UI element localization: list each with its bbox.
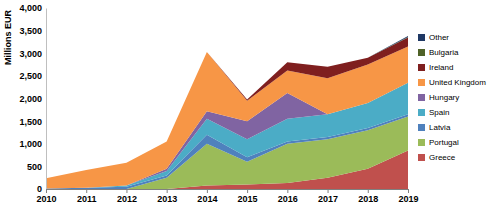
y-tick: 500	[27, 162, 46, 172]
y-axis-title: Millions EUR	[3, 10, 13, 66]
y-tick: 0	[37, 184, 46, 194]
x-tick-mark	[247, 189, 248, 193]
legend-swatch	[418, 64, 425, 71]
x-tick-mark	[207, 189, 208, 193]
legend-label: Latvia	[429, 123, 451, 132]
y-tick-label: 1,500	[19, 117, 42, 127]
legend-swatch	[418, 109, 425, 116]
x-axis: 2010 2011 2012 2013 2014 2015 2016 2017 2018 2019	[36, 189, 418, 204]
x-tick-label: 2019	[398, 194, 418, 204]
legend-swatch	[418, 139, 425, 146]
x-tick: 2011	[77, 189, 97, 204]
y-tick-label: 3,500	[19, 26, 42, 36]
legend-item: Ireland	[418, 63, 453, 72]
legend-item: Greece	[418, 153, 456, 162]
legend-label: Ireland	[429, 63, 453, 72]
x-tick-mark	[408, 189, 409, 193]
chart-svg: 0 500 1,000 1,500 2,000 2,500 3,000 3,500 4,000 2…	[0, 0, 500, 209]
x-tick-label: 2010	[36, 194, 56, 204]
y-tick: 2,000	[19, 94, 46, 104]
x-axis-line	[47, 190, 409, 194]
y-tick-label: 3,000	[19, 49, 42, 59]
y-axis-line	[46, 9, 47, 190]
y-tick-label: 2,000	[19, 94, 42, 104]
legend-label: Spain	[429, 108, 449, 117]
y-tick: 3,500	[19, 26, 46, 36]
y-tick: 2,500	[19, 71, 46, 81]
legend-item: Latvia	[418, 123, 451, 132]
y-tick-label: 2,500	[19, 71, 42, 81]
x-tick: 2015	[238, 189, 258, 204]
legend-label: Bulgaria	[429, 48, 459, 57]
legend-swatch	[418, 49, 425, 56]
x-tick: 2014	[197, 189, 217, 204]
x-tick: 2013	[157, 189, 177, 204]
x-tick-mark	[287, 189, 288, 193]
legend-swatch	[418, 94, 425, 101]
x-tick-mark	[126, 189, 127, 193]
legend: Other Bulgaria Ireland United Kingdom Hungar…	[418, 33, 486, 162]
areas	[46, 36, 408, 189]
x-tick-label: 2011	[77, 194, 97, 204]
x-tick-label: 2014	[197, 194, 217, 204]
x-tick-label: 2012	[117, 194, 137, 204]
y-tick-label: 0	[37, 184, 42, 194]
x-tick: 2012	[117, 189, 137, 204]
legend-item: Portugal	[418, 138, 459, 147]
x-tick: 2016	[278, 189, 298, 204]
y-tick: 1,500	[19, 117, 46, 127]
legend-item: United Kingdom	[418, 78, 486, 87]
legend-swatch	[418, 154, 425, 161]
legend-label: Other	[429, 33, 449, 42]
legend-swatch	[418, 124, 425, 131]
x-tick-mark	[328, 189, 329, 193]
x-tick: 2018	[358, 189, 378, 204]
x-tick: 2010	[36, 189, 56, 204]
legend-label: Greece	[429, 153, 456, 162]
x-tick-label: 2013	[157, 194, 177, 204]
legend-swatch	[418, 34, 425, 41]
y-tick: 1,000	[19, 139, 46, 149]
y-tick: 4,000	[19, 3, 46, 13]
x-tick-mark	[368, 189, 369, 193]
area-series	[46, 37, 408, 178]
y-tick-label: 500	[27, 162, 42, 172]
legend-item: Spain	[418, 108, 449, 117]
y-axis: 0 500 1,000 1,500 2,000 2,500 3,000 3,500 4,000	[19, 3, 46, 194]
x-tick-label: 2018	[358, 194, 378, 204]
x-tick-label: 2017	[318, 194, 338, 204]
legend-swatch	[418, 79, 425, 86]
x-tick: 2019	[398, 189, 418, 204]
legend-item: Bulgaria	[418, 48, 459, 57]
legend-label: Hungary	[429, 93, 459, 102]
y-tick-label: 4,000	[19, 3, 42, 13]
x-tick-mark	[167, 189, 168, 193]
y-tick: 3,000	[19, 49, 46, 59]
chart-container: 0 500 1,000 1,500 2,000 2,500 3,000 3,500 4,000 2…	[0, 0, 500, 209]
x-tick-label: 2015	[238, 194, 258, 204]
x-tick-mark	[46, 189, 47, 193]
area-series	[46, 37, 408, 178]
legend-label: Portugal	[429, 138, 459, 147]
legend-item: Hungary	[418, 93, 459, 102]
area-series	[46, 36, 408, 178]
plot: 0 500 1,000 1,500 2,000 2,500 3,000 3,500 4,000 2…	[19, 3, 418, 204]
y-tick-label: 1,000	[19, 139, 42, 149]
x-tick-label: 2016	[278, 194, 298, 204]
legend-item: Other	[418, 33, 449, 42]
x-tick-mark	[86, 189, 87, 193]
x-tick: 2017	[318, 189, 338, 204]
legend-label: United Kingdom	[429, 78, 486, 87]
